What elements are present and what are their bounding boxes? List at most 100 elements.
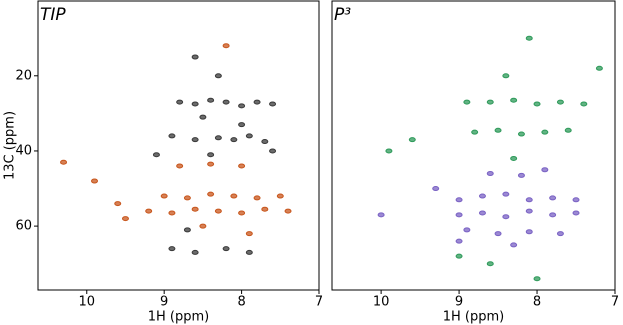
peak [432,186,440,192]
peak [385,148,393,154]
peak [230,137,238,143]
peak [541,129,549,135]
peak [580,101,588,107]
y-tick-label: 60 [15,219,32,234]
peak [486,99,494,105]
peak [168,210,176,216]
peak [556,99,564,105]
peak [549,195,557,201]
peak [510,97,518,103]
peak [525,229,533,235]
peak [191,249,199,255]
peak [284,208,292,214]
x-tick-label: 9 [455,295,463,310]
panel-title: TIP [40,5,66,25]
plot-frame [331,0,616,291]
x-axis-label: 1H (ppm) [148,310,210,325]
peak [245,133,253,139]
peak [595,65,603,71]
x-tick-label: 10 [78,295,95,310]
peak [478,193,486,199]
peak [525,197,533,203]
peak [91,178,99,184]
y-tick-label: 20 [15,68,32,83]
peak [455,197,463,203]
peak [556,231,564,237]
peak [463,227,471,233]
peak [183,227,191,233]
peak [230,193,238,199]
peak [541,167,549,173]
peak [214,73,222,79]
x-tick-label: 7 [315,295,323,310]
peak [207,191,215,197]
peak [549,212,557,218]
peak [455,253,463,259]
panel-title: P³ [334,5,351,25]
peak [572,210,580,216]
peak [253,99,261,105]
peak [214,208,222,214]
peak [222,246,230,252]
peak [238,210,246,216]
x-tick-label: 10 [373,295,390,310]
peak [494,231,502,237]
peak [145,208,153,214]
peak [60,159,68,165]
peak [245,249,253,255]
peak [183,195,191,201]
peak [276,193,284,199]
peak [238,103,246,109]
peak [502,73,510,79]
peak [510,155,518,161]
peak [525,35,533,41]
peak [199,114,207,120]
peak [245,231,253,237]
peak [207,97,215,103]
peak [486,170,494,176]
peak [408,137,416,143]
peak [517,131,525,137]
peak [533,276,541,282]
peak [478,210,486,216]
peak [525,208,533,214]
x-axis-label: 1H (ppm) [443,310,505,325]
peak [455,212,463,218]
peak [238,163,246,169]
peak [517,172,525,178]
peak [471,129,479,135]
peak [269,101,277,107]
peak [502,214,510,220]
peak [377,212,385,218]
peak [191,101,199,107]
peak [463,99,471,105]
peak [253,195,261,201]
peak [572,197,580,203]
peak [564,127,572,133]
x-tick-label: 8 [237,295,245,310]
peak [214,135,222,141]
peak [168,133,176,139]
peak [121,216,129,222]
y-axis-label: 13C (ppm) [3,111,18,180]
plot-frame [37,0,320,291]
peak [455,238,463,244]
y-tick-label: 40 [15,143,32,158]
peak [176,99,184,105]
x-tick-label: 8 [533,295,541,310]
peak [510,242,518,248]
peak [191,54,199,60]
peak [160,193,168,199]
peak [168,246,176,252]
peak [191,206,199,212]
x-tick-label: 9 [160,295,168,310]
peak [261,139,269,145]
peak [199,223,207,229]
peak [261,206,269,212]
peak [222,99,230,105]
peak [533,101,541,107]
peak [486,261,494,267]
peak [222,43,230,49]
peak [152,152,160,158]
